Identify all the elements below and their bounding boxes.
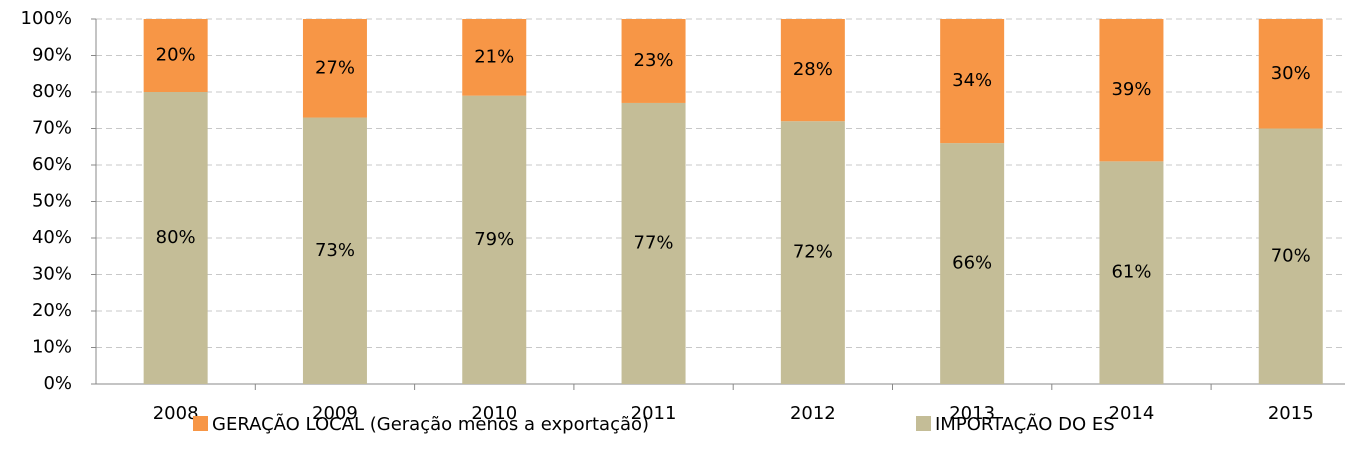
data-label: 80% [156, 227, 196, 248]
data-label: 73% [315, 240, 355, 261]
y-tick-label: 10% [32, 337, 72, 358]
x-tick-label: 2010 [471, 403, 517, 424]
data-label: 72% [793, 242, 833, 263]
bar-segment [302, 117, 367, 385]
bar-segment [1258, 19, 1323, 129]
bar-segment [302, 19, 367, 118]
bar-segment [621, 19, 686, 103]
bar-segment [462, 19, 527, 96]
x-tick-label: 2009 [312, 403, 358, 424]
y-tick-label: 20% [32, 300, 72, 321]
data-label: 27% [315, 57, 355, 78]
data-label: 23% [634, 50, 674, 71]
bar-segment [143, 19, 208, 92]
bar-segment [462, 95, 527, 385]
x-tick-label: 2011 [631, 403, 677, 424]
legend-label: GERAÇÃO LOCAL (Geração menos a exportaçã… [212, 413, 649, 435]
y-tick-label: 0% [43, 373, 72, 394]
bar-segment [940, 143, 1005, 384]
x-tick-label: 2012 [790, 403, 836, 424]
bar-segment [143, 92, 208, 384]
legend-label: IMPORTAÇÃO DO ES [935, 413, 1115, 435]
y-tick-label: 70% [32, 118, 72, 139]
y-tick-label: 50% [32, 191, 72, 212]
data-label: 39% [1111, 79, 1151, 100]
x-tick-label: 2013 [949, 403, 995, 424]
data-label: 28% [793, 59, 833, 80]
bar-segment [621, 102, 686, 384]
data-label: 66% [952, 253, 992, 274]
legend-swatch [193, 416, 208, 431]
x-tick-label: 2014 [1109, 403, 1155, 424]
y-tick-label: 40% [32, 227, 72, 248]
x-tick-label: 2015 [1268, 403, 1314, 424]
data-label: 20% [156, 45, 196, 66]
y-tick-label: 60% [32, 154, 72, 175]
y-tick-label: 80% [32, 81, 72, 102]
x-tick-label: 2008 [153, 403, 199, 424]
bar-segment [780, 19, 845, 122]
data-label: 61% [1111, 262, 1151, 283]
data-label: 79% [474, 229, 514, 250]
bar-segment [1258, 128, 1323, 384]
bar-segment [1099, 19, 1164, 162]
y-tick-label: 90% [32, 45, 72, 66]
y-tick-label: 30% [32, 264, 72, 285]
data-label: 30% [1271, 63, 1311, 84]
bar-segment [940, 19, 1005, 144]
bar-segment [1099, 161, 1164, 384]
y-tick-label: 100% [21, 8, 72, 29]
data-label: 77% [634, 232, 674, 253]
data-label: 21% [474, 46, 514, 67]
bar-segment [780, 121, 845, 384]
data-label: 34% [952, 70, 992, 91]
data-label: 70% [1271, 245, 1311, 266]
legend-swatch [916, 416, 931, 431]
